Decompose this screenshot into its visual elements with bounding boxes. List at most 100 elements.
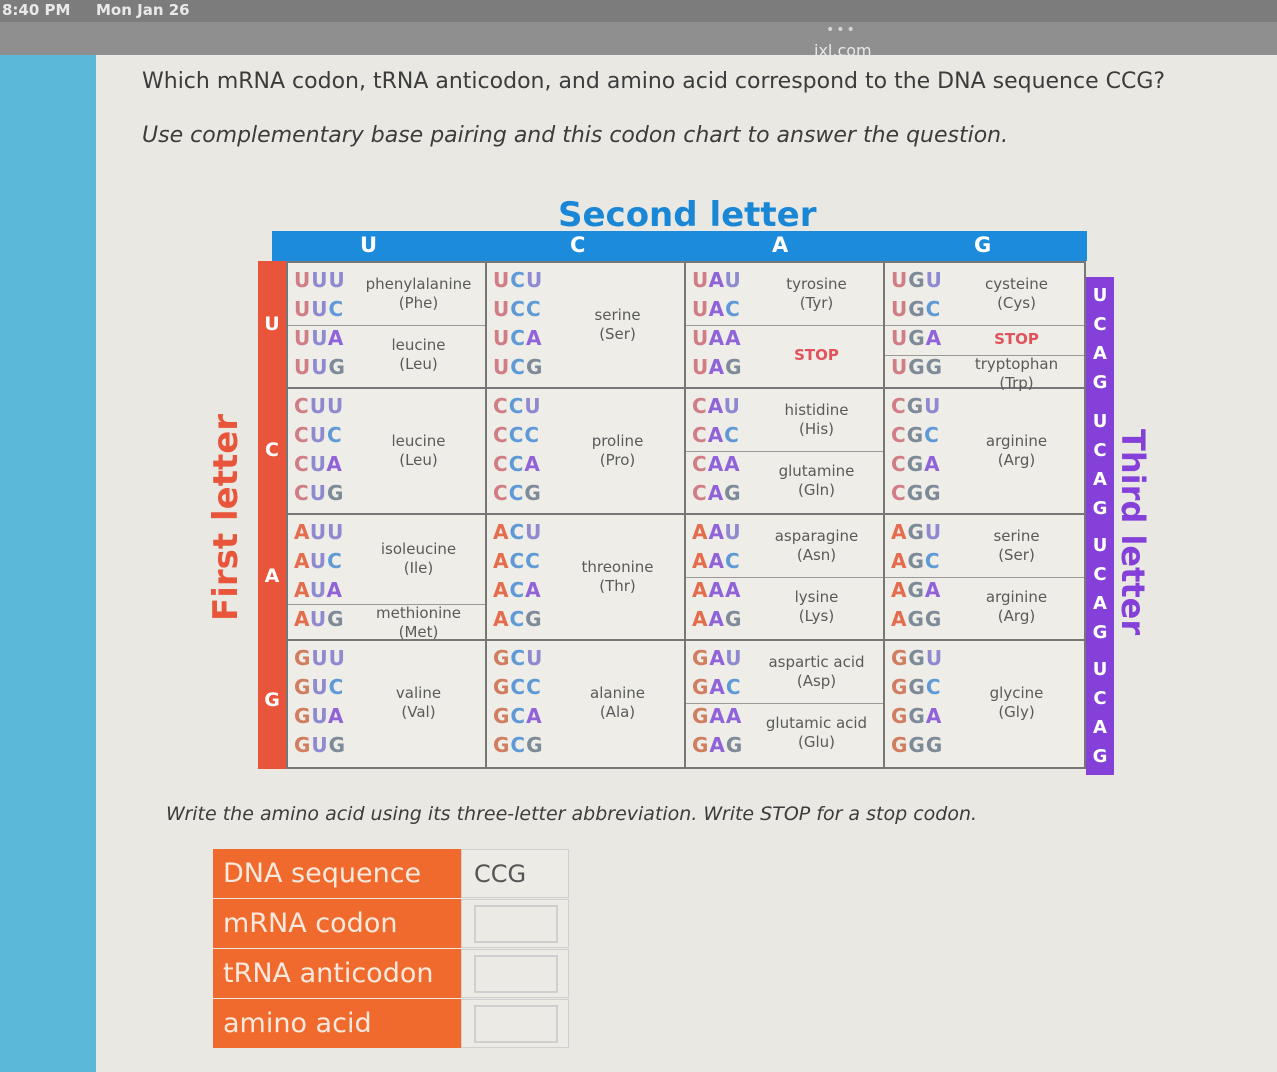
codon-list: GUU GUC GUA GUG bbox=[294, 645, 346, 758]
second-letter-bar: U C A G bbox=[272, 231, 1087, 261]
side-strip bbox=[0, 55, 96, 1072]
codon: CAU bbox=[692, 394, 741, 418]
codon: UCA bbox=[493, 326, 543, 350]
group-divider bbox=[885, 324, 1084, 326]
codon: GUU bbox=[294, 646, 346, 670]
amino-acid-abbr: (Arg) bbox=[997, 607, 1036, 626]
codon: ACC bbox=[493, 549, 541, 573]
amino-acid-name: tyrosine bbox=[786, 274, 847, 293]
codon: UCU bbox=[493, 268, 544, 292]
more-dots-icon[interactable]: ••• bbox=[826, 22, 857, 38]
third-letter: A bbox=[1093, 593, 1107, 614]
trna-anticodon-input[interactable] bbox=[474, 954, 558, 993]
status-bar: 8:40 PM Mon Jan 26 bbox=[0, 0, 1277, 22]
amino-acid-label: histidine (His) bbox=[754, 401, 879, 439]
codon-cell: UGU UGC UGA UGG cysteine (Cys) STOP tryptophan(… bbox=[885, 263, 1084, 392]
codon-list: GCU GCC GCA GCG bbox=[493, 645, 544, 758]
answer-row-mrna: mRNA codon bbox=[213, 899, 571, 948]
amino-acid-name: arginine bbox=[985, 431, 1048, 450]
codon: GGC bbox=[891, 675, 942, 699]
codon: AAA bbox=[692, 578, 742, 602]
amino-acid-name: valine bbox=[395, 683, 442, 702]
codon: AGC bbox=[891, 549, 941, 573]
codon-cell: UAU UAC UAA UAG tyrosine (Tyr) STOP bbox=[686, 263, 885, 389]
third-letter: C bbox=[1093, 564, 1107, 585]
amino-acid-label: serine (Ser) bbox=[555, 306, 680, 344]
amino-acid-name: glutamic acid bbox=[765, 714, 868, 733]
amino-acid-label: serine (Ser) bbox=[953, 527, 1080, 565]
amino-acid-abbr: (Ser) bbox=[998, 545, 1035, 564]
amino-acid-abbr: (Lys) bbox=[798, 607, 835, 626]
dna-sequence-label: DNA sequence bbox=[213, 849, 461, 898]
third-letter-strip: U C A G U C A G U C A G U C A G bbox=[1086, 277, 1114, 775]
dna-sequence-value: CCG bbox=[461, 849, 569, 898]
codon-cell: CAU CAC CAA CAG histidine (His) glutamine (Gln) bbox=[686, 389, 885, 515]
amino-acid-label: isoleucine (Ile) bbox=[356, 540, 481, 578]
amino-acid-name: aspartic acid bbox=[768, 652, 865, 671]
codon-cell: GAU GAC GAA GAG aspartic acid (Asp) glutamic a… bbox=[686, 641, 885, 767]
amino-acid-name: leucine bbox=[391, 336, 446, 355]
amino-acid-label: tyrosine (Tyr) bbox=[754, 275, 879, 313]
first-letter-title: First letter bbox=[206, 413, 246, 621]
answer-row-amino: amino acid bbox=[213, 999, 571, 1048]
codon-list: AGU AGC AGA AGG bbox=[891, 519, 942, 632]
codon-list: UUU UUC UUA UUG bbox=[294, 267, 346, 380]
first-letter-c: C bbox=[265, 439, 279, 461]
amino-acid-label: amino acid bbox=[213, 999, 461, 1048]
codon-list: CUU CUC CUA CUG bbox=[294, 393, 344, 506]
third-letter: U bbox=[1092, 411, 1108, 432]
third-letter: A bbox=[1093, 469, 1107, 490]
third-letter: G bbox=[1092, 372, 1108, 393]
third-letter: A bbox=[1093, 717, 1107, 738]
codon: GCC bbox=[493, 675, 542, 699]
amino-acid-label: cysteine (Cys) bbox=[953, 275, 1080, 313]
codon: UUA bbox=[294, 326, 345, 350]
codon: UUU bbox=[294, 268, 346, 292]
third-letter: G bbox=[1092, 622, 1108, 643]
codon: GUA bbox=[294, 704, 345, 728]
second-letter-c: C bbox=[570, 233, 586, 257]
codon: CGC bbox=[891, 423, 940, 447]
third-letter: C bbox=[1093, 314, 1107, 335]
amino-acid-label: tryptophan (Trp) bbox=[953, 355, 1080, 393]
codon: GGG bbox=[891, 733, 944, 757]
codon-cell: AGU AGC AGA AGG serine (Ser) arginine (Arg) bbox=[885, 515, 1084, 641]
second-letter-u: U bbox=[360, 233, 378, 257]
codon: GCU bbox=[493, 646, 544, 670]
amino-acid-name: cysteine bbox=[985, 274, 1048, 293]
codon: GAA bbox=[692, 704, 743, 728]
date: Mon Jan 26 bbox=[96, 1, 190, 19]
codon: GCA bbox=[493, 704, 543, 728]
codon: GGA bbox=[891, 704, 943, 728]
amino-acid-abbr: (Cys) bbox=[997, 293, 1036, 312]
amino-acid-label: arginine (Arg) bbox=[953, 588, 1080, 626]
codon: CGG bbox=[891, 481, 942, 505]
codon: AUA bbox=[294, 578, 343, 602]
amino-acid-label: leucine (Leu) bbox=[356, 432, 481, 470]
third-letter: U bbox=[1092, 659, 1108, 680]
amino-acid-label: glutamic acid (Glu) bbox=[754, 714, 879, 752]
third-letter: A bbox=[1093, 343, 1107, 364]
amino-acid-name: STOP bbox=[994, 330, 1039, 349]
codon: AAG bbox=[692, 607, 743, 631]
amino-acid-abbr: (Tyr) bbox=[799, 293, 834, 312]
amino-acid-name: histidine bbox=[784, 400, 849, 419]
codon: UUG bbox=[294, 355, 346, 379]
codon: UGU bbox=[891, 268, 943, 292]
codon-cell: UCU UCC UCA UCG serine (Ser) bbox=[487, 263, 686, 389]
amino-acid-input[interactable] bbox=[474, 1004, 558, 1043]
amino-acid-label: glycine (Gly) bbox=[953, 684, 1080, 722]
codon: UGA bbox=[891, 326, 943, 350]
amino-acid-label: methionine (Met) bbox=[356, 604, 481, 642]
codon-list: ACU ACC ACA ACG bbox=[493, 519, 543, 632]
codon-cell: CGU CGC CGA CGG arginine (Arg) bbox=[885, 389, 1084, 515]
amino-acid-abbr: (Pro) bbox=[599, 450, 636, 469]
amino-acid-abbr: (Gln) bbox=[797, 481, 835, 500]
second-letter-g: G bbox=[974, 233, 992, 257]
amino-acid-abbr: (Ile) bbox=[403, 559, 434, 578]
mrna-codon-input[interactable] bbox=[474, 904, 558, 943]
amino-acid-abbr: (Arg) bbox=[997, 450, 1036, 469]
codon: UGC bbox=[891, 297, 942, 321]
codon: UCC bbox=[493, 297, 542, 321]
codon-cell: CUU CUC CUA CUG leucine (Leu) bbox=[288, 389, 487, 515]
